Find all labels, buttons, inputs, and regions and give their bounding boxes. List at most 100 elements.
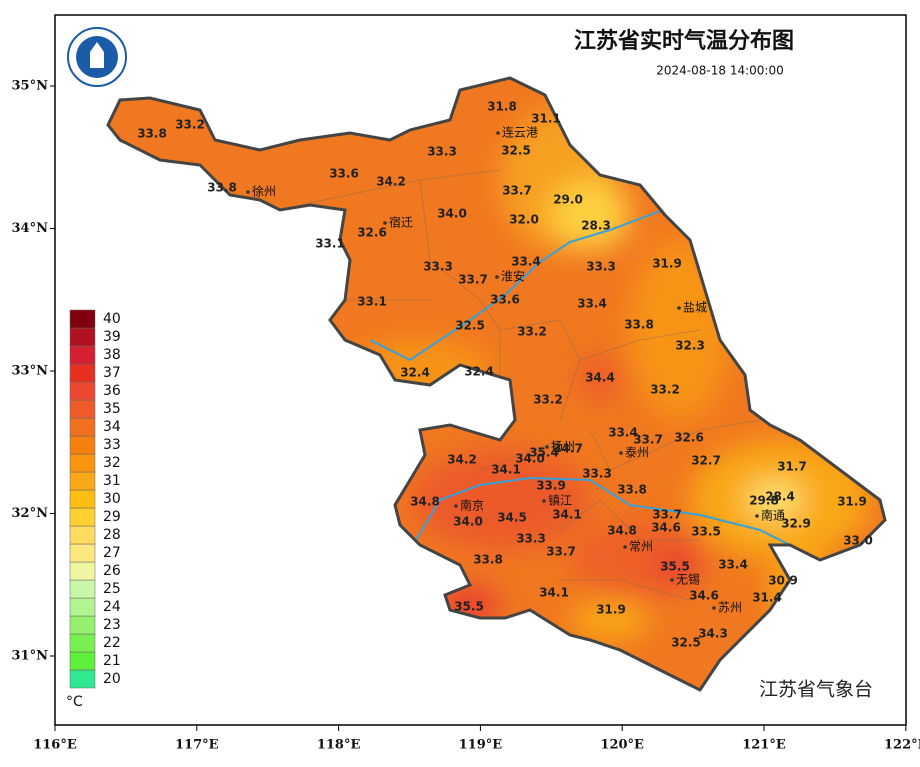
temperature-reading: 32.5 [455, 319, 485, 333]
temperature-reading: 33.2 [175, 118, 205, 132]
legend-unit: °C [66, 694, 83, 710]
temperature-reading: 30.9 [768, 574, 798, 588]
lon-tick-label: 120°E [600, 738, 644, 753]
temperature-reading: 34.2 [447, 453, 477, 467]
temperature-reading: 34.1 [491, 463, 521, 477]
temperature-reading: 32.9 [781, 517, 811, 531]
city-dot [755, 514, 759, 518]
temperature-reading: 35.4 [529, 446, 559, 460]
legend-swatch [69, 507, 96, 527]
legend-swatch [69, 525, 96, 545]
temperature-reading: 33.9 [536, 479, 566, 493]
lon-tick-label: 116°E [33, 738, 77, 753]
legend-swatch [69, 615, 96, 635]
legend-swatch [69, 345, 96, 365]
city-name: 徐州 [252, 184, 276, 199]
temperature-reading: 35.5 [454, 600, 484, 614]
temperature-reading: 32.6 [674, 431, 704, 445]
legend-swatch [69, 327, 96, 347]
temperature-reading: 34.3 [698, 627, 728, 641]
legend-label: 32 [103, 455, 121, 471]
city-name: 南京 [460, 498, 484, 513]
lat-tick-label: 34°N [12, 221, 49, 236]
temperature-reading: 33.6 [490, 293, 520, 307]
temperature-reading: 33.7 [546, 545, 576, 559]
legend-label: 21 [103, 653, 121, 669]
temperature-reading: 34.4 [585, 371, 615, 385]
legend-label: 36 [103, 383, 121, 399]
temperature-reading: 33.8 [473, 553, 503, 567]
legend-swatch [69, 579, 96, 599]
temperature-reading: 34.0 [515, 452, 545, 466]
temperature-reading: 34.1 [539, 586, 569, 600]
temperature-reading: 33.3 [516, 532, 546, 546]
legend-swatch [69, 489, 96, 509]
legend-swatch [69, 417, 96, 437]
temperature-reading: 34.5 [497, 511, 527, 525]
city-dot [454, 504, 458, 508]
temperature-reading: 33.6 [329, 167, 359, 181]
temperature-reading: 33.8 [207, 181, 237, 195]
legend-swatch [69, 363, 96, 383]
temperature-reading: 31.1 [531, 112, 561, 126]
legend-label: 33 [103, 437, 121, 453]
temperature-reading: 33.3 [427, 145, 457, 159]
temperature-reading: 31.8 [487, 100, 517, 114]
legend-swatch [69, 471, 96, 491]
temperature-reading: 32.6 [357, 226, 387, 240]
lon-tick-label: 119°E [459, 738, 503, 753]
city-name: 连云港 [502, 125, 538, 140]
logo [67, 27, 127, 87]
legend-label: 34 [103, 419, 121, 435]
temperature-reading: 33.8 [624, 318, 654, 332]
city-name: 镇江 [548, 494, 572, 508]
temperature-reading: 33.4 [718, 558, 748, 572]
legend-label: 23 [103, 617, 121, 633]
map-title: 江苏省实时气温分布图 [574, 28, 794, 54]
legend-swatch [69, 561, 96, 581]
temperature-reading: 33.2 [517, 325, 547, 339]
temperature-reading: 33.2 [650, 383, 680, 397]
lon-tick-label: 122°E [884, 738, 920, 753]
temperature-reading: 33.4 [511, 255, 541, 269]
temperature-reading: 31.7 [777, 460, 807, 474]
legend-swatch [69, 651, 96, 671]
temperature-reading: 33.5 [691, 525, 721, 539]
legend-swatch [69, 453, 96, 473]
legend-swatch [69, 633, 96, 653]
temperature-reading: 32.4 [400, 366, 430, 380]
city-dot [677, 306, 681, 310]
temperature-reading: 33.8 [137, 127, 167, 141]
city-dot [545, 445, 549, 449]
temperature-reading: 33.3 [586, 260, 616, 274]
legend-label: 26 [103, 563, 121, 579]
lat-tick-label: 32°N [12, 506, 49, 521]
city-dot [246, 190, 250, 194]
temperature-reading: 33.0 [843, 534, 873, 548]
city-name: 常州 [629, 540, 653, 554]
city-name: 淮安 [501, 269, 525, 284]
temperature-reading: 33.7 [502, 184, 532, 198]
city-dot [712, 606, 716, 610]
temperature-reading: 34.8 [410, 495, 440, 509]
city-name: 无锡 [676, 572, 700, 587]
city-name: 泰州 [625, 446, 649, 460]
temperature-reading: 32.5 [671, 636, 701, 650]
temperature-reading: 33.1 [357, 295, 387, 309]
temperature-reading: 33.8 [617, 483, 647, 497]
temperature-reading: 34.7 [553, 442, 583, 456]
temperature-reading: 31.9 [837, 495, 867, 509]
timestamp: 2024-08-18 14:00:00 [656, 64, 783, 78]
city-name: 盐城 [683, 301, 707, 315]
legend-swatch [69, 597, 96, 617]
city-name: 苏州 [718, 601, 742, 615]
legend-swatch [69, 543, 96, 563]
temperature-reading: 34.6 [651, 521, 681, 535]
temperature-reading: 33.7 [652, 508, 682, 522]
legend-label: 24 [103, 599, 121, 615]
temperature-reading: 34.8 [607, 524, 637, 538]
temperature-reading: 29.8 [749, 494, 779, 508]
legend-label: 22 [103, 635, 121, 651]
agency: 江苏省气象台 [759, 679, 873, 701]
